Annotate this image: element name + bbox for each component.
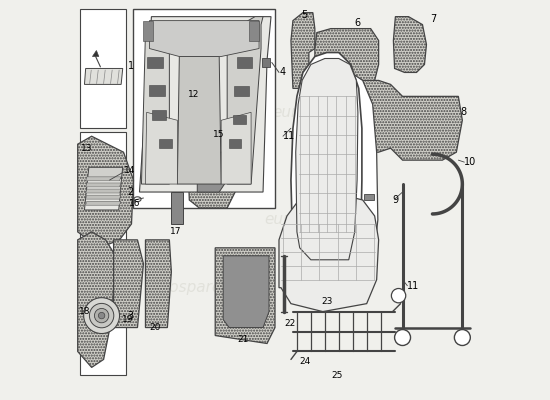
Polygon shape — [237, 57, 252, 68]
Polygon shape — [296, 58, 358, 260]
Bar — [80, 9, 125, 128]
Polygon shape — [85, 68, 123, 84]
Circle shape — [454, 330, 470, 346]
Polygon shape — [141, 32, 169, 184]
Text: 22: 22 — [284, 319, 296, 328]
Polygon shape — [172, 192, 183, 224]
Text: 11: 11 — [406, 281, 419, 291]
Polygon shape — [227, 17, 263, 184]
Circle shape — [84, 298, 119, 334]
Text: 20: 20 — [150, 323, 161, 332]
Polygon shape — [150, 21, 259, 56]
Polygon shape — [314, 80, 463, 160]
Text: 23: 23 — [321, 297, 333, 306]
Polygon shape — [78, 232, 116, 368]
Text: 18: 18 — [79, 307, 90, 316]
Polygon shape — [78, 136, 134, 248]
Text: 8: 8 — [460, 107, 466, 117]
Polygon shape — [291, 52, 362, 280]
Bar — [80, 132, 125, 252]
Polygon shape — [160, 140, 172, 148]
Polygon shape — [144, 21, 153, 40]
Text: 2: 2 — [128, 187, 134, 197]
Text: 15: 15 — [213, 130, 225, 139]
Circle shape — [394, 330, 410, 346]
Polygon shape — [279, 192, 378, 312]
Text: eurospares: eurospares — [145, 280, 230, 295]
Text: 6: 6 — [355, 18, 361, 28]
Text: 11: 11 — [283, 131, 295, 141]
Polygon shape — [150, 85, 164, 96]
Text: 13: 13 — [80, 144, 92, 153]
Polygon shape — [152, 110, 166, 120]
Polygon shape — [172, 88, 211, 160]
Polygon shape — [229, 140, 241, 148]
Polygon shape — [215, 248, 275, 344]
Text: 9: 9 — [393, 195, 399, 205]
Circle shape — [98, 312, 105, 319]
Text: 14: 14 — [124, 166, 136, 175]
Polygon shape — [145, 240, 172, 328]
Text: 12: 12 — [188, 90, 199, 99]
Text: 4: 4 — [280, 68, 286, 78]
Text: 19: 19 — [122, 315, 133, 324]
Text: eurospares: eurospares — [145, 153, 230, 168]
Text: 5: 5 — [301, 10, 307, 20]
Text: 7: 7 — [431, 14, 437, 24]
Bar — [80, 256, 125, 375]
Text: eurospares: eurospares — [264, 212, 349, 228]
Polygon shape — [233, 115, 246, 124]
Polygon shape — [145, 112, 177, 184]
Polygon shape — [393, 17, 426, 72]
Text: 1: 1 — [128, 62, 134, 72]
Polygon shape — [92, 50, 99, 56]
Polygon shape — [86, 195, 121, 199]
Polygon shape — [147, 56, 163, 68]
Polygon shape — [86, 189, 121, 193]
Polygon shape — [262, 58, 270, 67]
Text: 24: 24 — [299, 357, 311, 366]
Circle shape — [95, 308, 109, 323]
Polygon shape — [322, 72, 378, 288]
Polygon shape — [85, 178, 122, 210]
Polygon shape — [223, 256, 269, 328]
Polygon shape — [86, 183, 121, 187]
Polygon shape — [249, 21, 259, 40]
Text: 17: 17 — [170, 227, 182, 236]
Text: 21: 21 — [238, 335, 249, 344]
Polygon shape — [113, 240, 144, 328]
Circle shape — [90, 303, 114, 328]
Polygon shape — [177, 56, 221, 184]
Polygon shape — [197, 152, 227, 192]
Bar — [134, 9, 275, 208]
Polygon shape — [87, 167, 123, 178]
Polygon shape — [364, 194, 374, 200]
Polygon shape — [86, 201, 121, 205]
Text: eurospares: eurospares — [272, 105, 358, 120]
Text: 25: 25 — [331, 371, 343, 380]
Polygon shape — [221, 112, 251, 184]
Text: 10: 10 — [464, 157, 477, 167]
Polygon shape — [291, 13, 315, 88]
Polygon shape — [315, 28, 378, 84]
Text: 3: 3 — [128, 310, 134, 320]
Polygon shape — [188, 128, 239, 208]
Polygon shape — [234, 86, 249, 96]
Circle shape — [392, 288, 406, 303]
Polygon shape — [86, 177, 121, 181]
Polygon shape — [140, 17, 271, 192]
Text: 16: 16 — [129, 200, 140, 208]
